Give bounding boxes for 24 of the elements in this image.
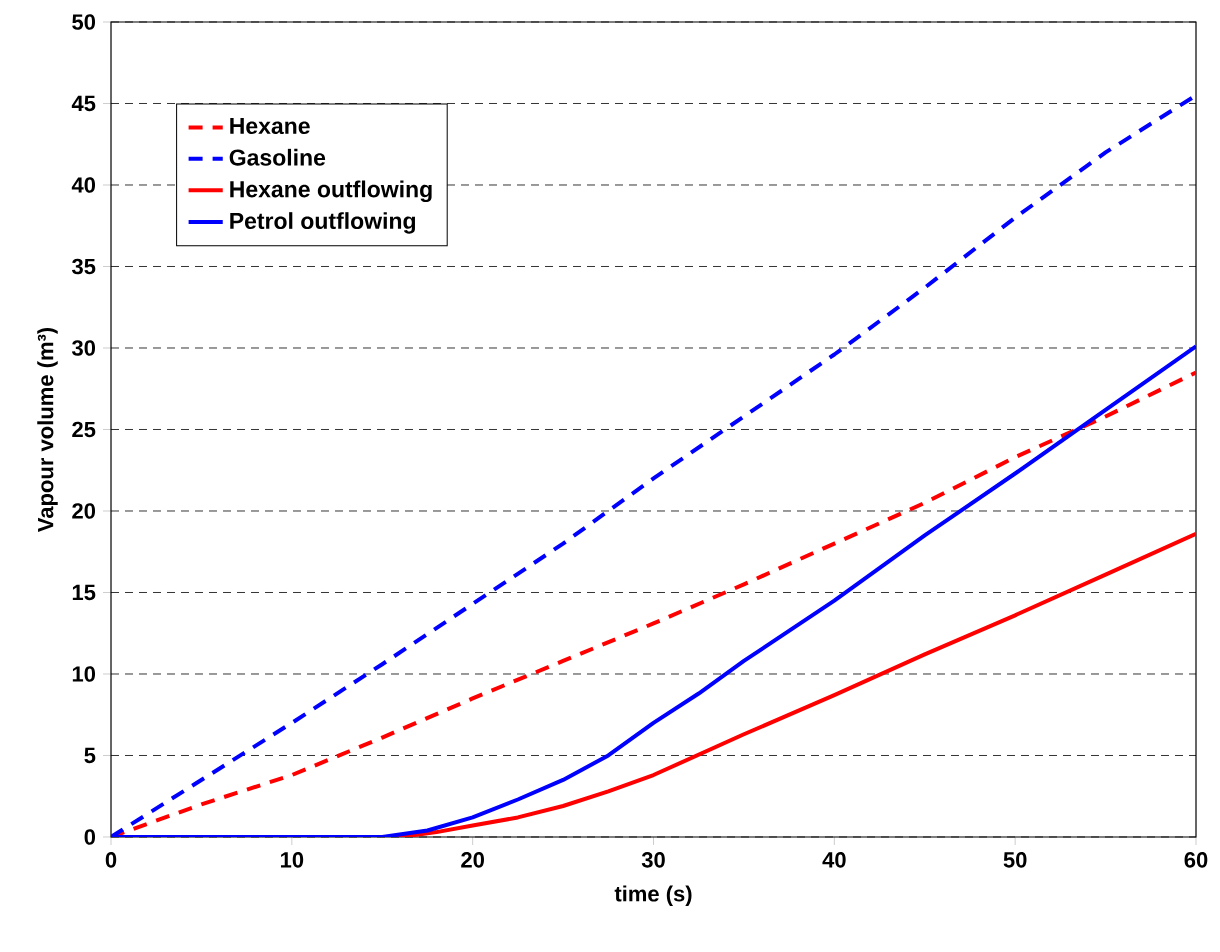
y-tick-label: 30 [71,340,96,356]
x-tick-label: 50 [1003,852,1027,868]
y-tick-label: 5 [84,747,96,764]
y-axis-title: Vapour volume (m³) [37,327,58,533]
legend-label: Gasoline [229,148,326,166]
legend-label: Hexane outflowing [230,180,432,203]
y-tick-label: 35 [71,258,96,275]
legend-label: Hexane [230,118,310,135]
y-tick-label: 20 [72,503,96,519]
y-tick-label: 50 [72,14,96,30]
x-tick-label: 40 [822,852,846,868]
x-tick-label: 20 [461,852,484,868]
y-tick-label: 40 [71,177,96,193]
y-tick-label: 15 [72,584,96,601]
legend-label: Petrol outflowing [230,212,416,234]
y-tick-label: 0 [84,829,96,845]
x-tick-label: 10 [280,852,304,868]
x-axis-title: time (s) [614,885,692,906]
y-tick-label: 25 [72,421,96,438]
y-tick-label: 45 [71,95,96,112]
y-tick-label: 10 [72,666,96,682]
x-tick-label: 0 [105,852,117,868]
x-tick-label: 30 [641,852,665,868]
x-tick-label: 60 [1184,852,1208,868]
